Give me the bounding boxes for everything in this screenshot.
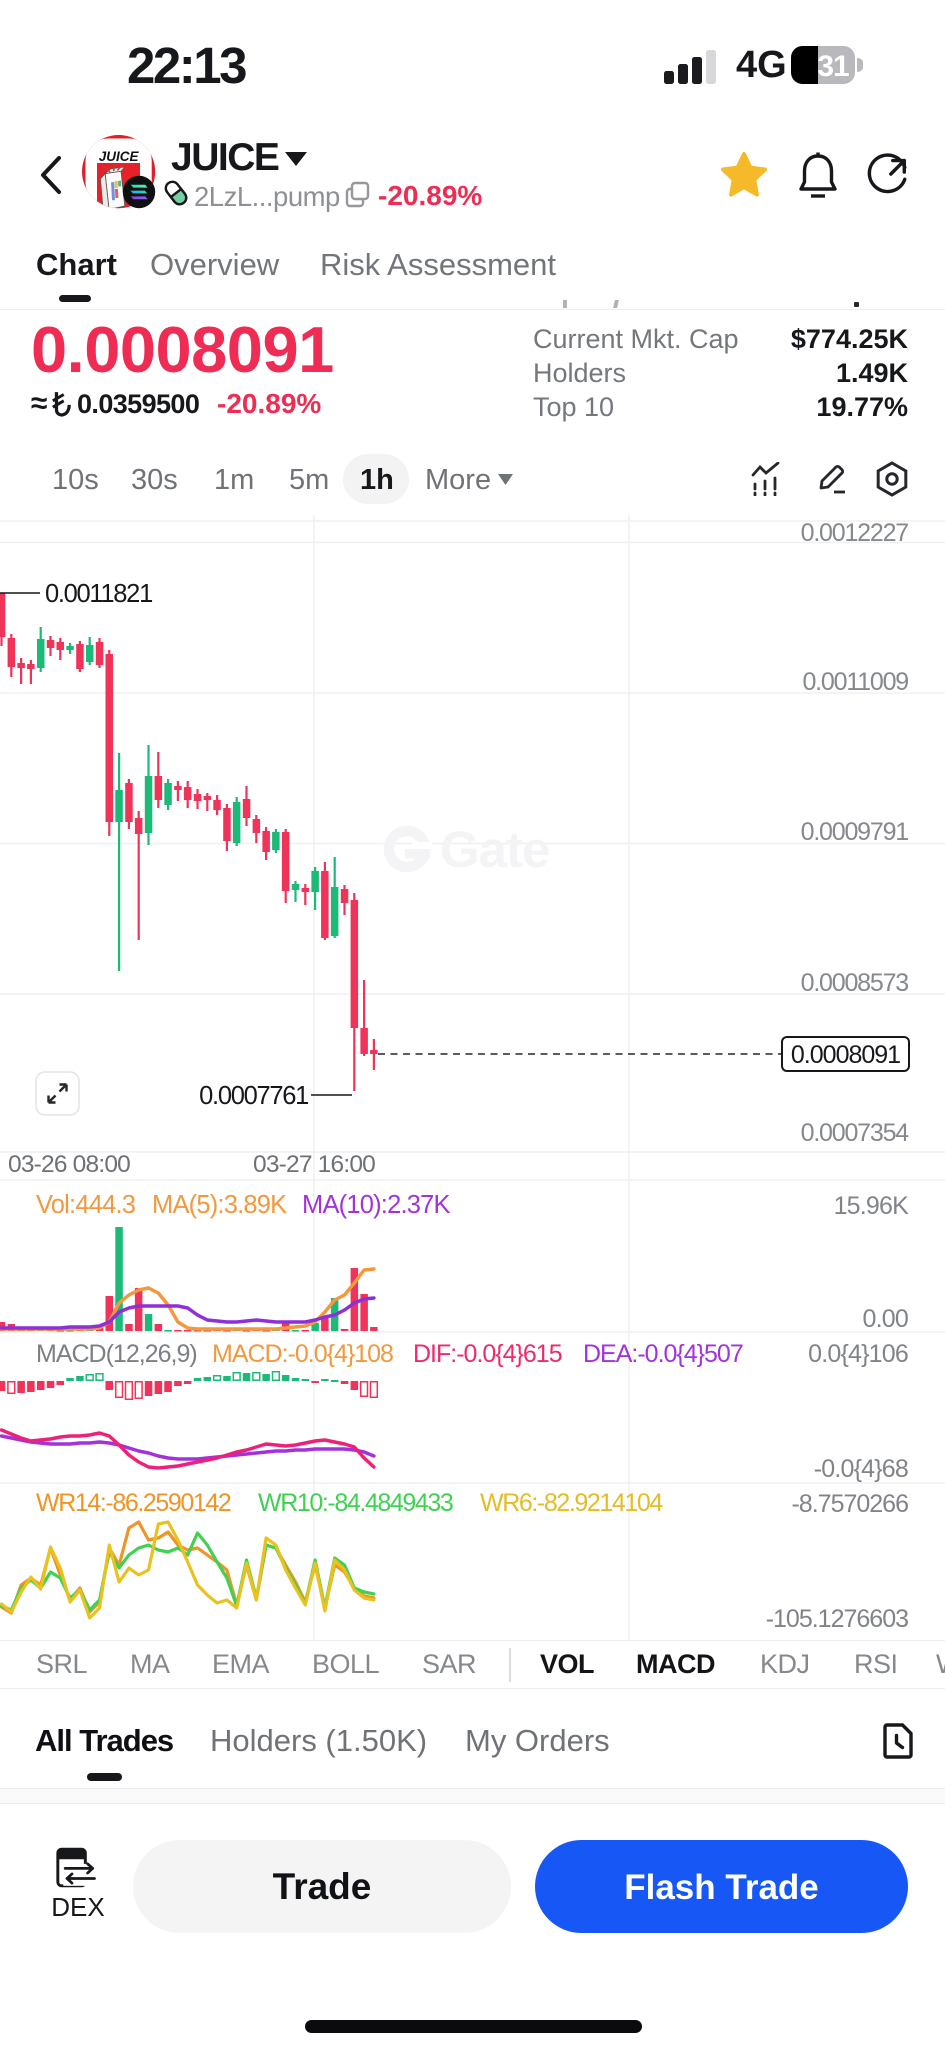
svg-text:0.0{4}106: 0.0{4}106 bbox=[808, 1340, 908, 1368]
svg-text:WR6:-82.9214104: WR6:-82.9214104 bbox=[480, 1489, 663, 1517]
svg-text:MACD:-0.0{4}108: MACD:-0.0{4}108 bbox=[212, 1340, 393, 1368]
svg-text:MA(10):2.37K: MA(10):2.37K bbox=[302, 1191, 451, 1219]
svg-text:0.0011821: 0.0011821 bbox=[45, 580, 152, 608]
svg-text:0.0008091: 0.0008091 bbox=[791, 1041, 900, 1069]
svg-text:JUICE: JUICE bbox=[99, 149, 140, 164]
svg-text:Gate: Gate bbox=[440, 821, 549, 878]
svg-text:WR14:-86.2590142: WR14:-86.2590142 bbox=[36, 1489, 231, 1517]
svg-text:03-27 16:00: 03-27 16:00 bbox=[253, 1151, 375, 1178]
svg-text:0.0009791: 0.0009791 bbox=[801, 818, 909, 846]
svg-text:0.0011009: 0.0011009 bbox=[802, 668, 908, 696]
svg-text:0.00: 0.00 bbox=[863, 1305, 908, 1333]
svg-text:0.0008573: 0.0008573 bbox=[801, 969, 909, 997]
svg-text:WR10:-84.4849433: WR10:-84.4849433 bbox=[258, 1489, 453, 1517]
svg-text:15.96K: 15.96K bbox=[834, 1192, 910, 1220]
svg-text:03-26 08:00: 03-26 08:00 bbox=[8, 1151, 130, 1178]
svg-text:0.0007761: 0.0007761 bbox=[199, 1082, 308, 1110]
svg-text:-0.0{4}68: -0.0{4}68 bbox=[814, 1455, 908, 1483]
svg-text:MACD(12,26,9): MACD(12,26,9) bbox=[36, 1340, 197, 1368]
svg-text:DEA:-0.0{4}507: DEA:-0.0{4}507 bbox=[583, 1340, 743, 1368]
svg-text:Vol:444.3: Vol:444.3 bbox=[36, 1191, 136, 1219]
svg-text:-105.1276603: -105.1276603 bbox=[766, 1605, 908, 1633]
svg-text:0.0007354: 0.0007354 bbox=[801, 1119, 910, 1147]
svg-text:DIF:-0.0{4}615: DIF:-0.0{4}615 bbox=[413, 1340, 562, 1368]
svg-text:31: 31 bbox=[817, 50, 849, 83]
svg-text:0.0012227: 0.0012227 bbox=[801, 519, 909, 547]
svg-text:-8.7570266: -8.7570266 bbox=[791, 1490, 908, 1518]
svg-text:MA(5):3.89K: MA(5):3.89K bbox=[152, 1191, 287, 1219]
